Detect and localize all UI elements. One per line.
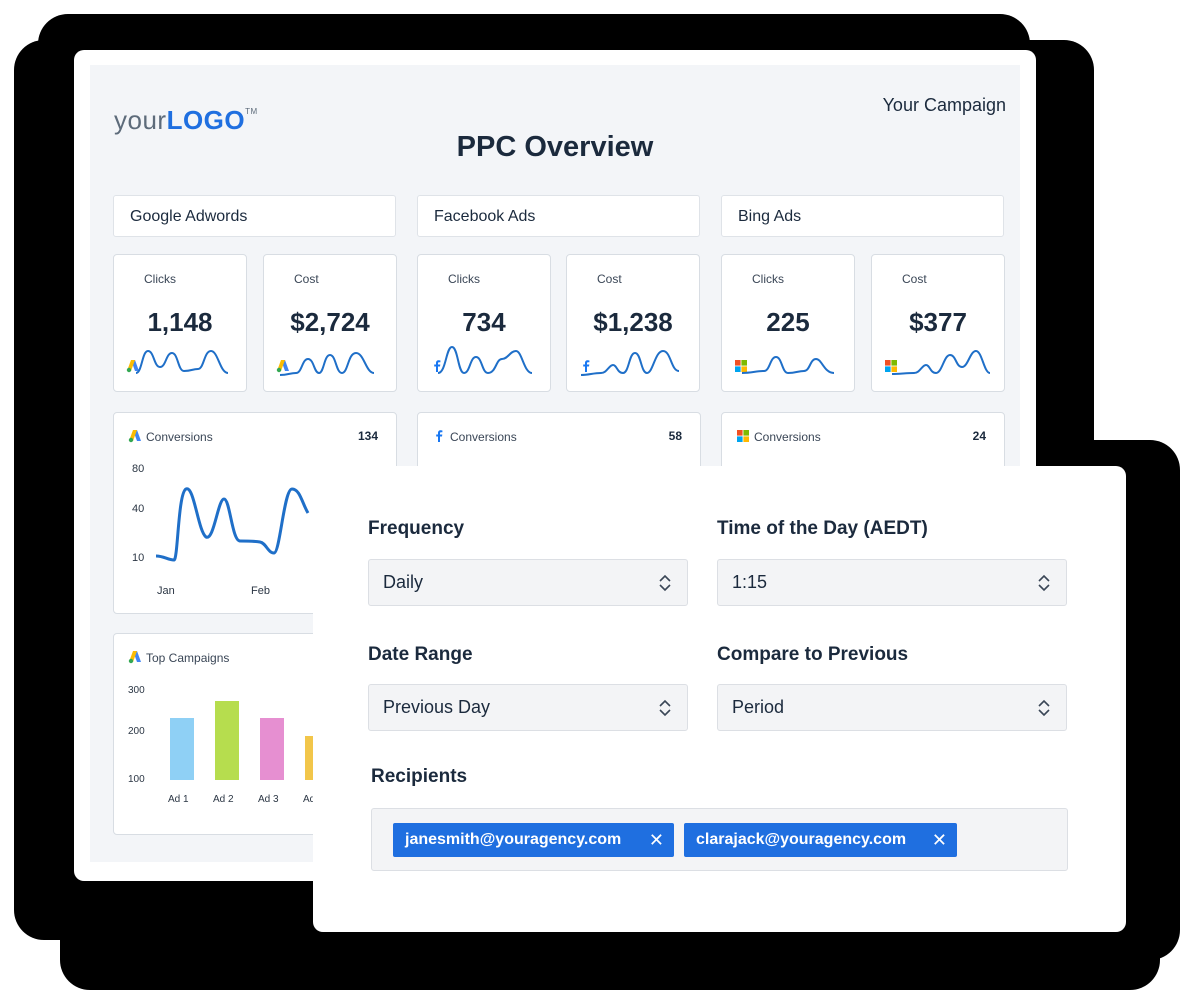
sparkline xyxy=(279,351,375,376)
y-tick-label: 80 xyxy=(132,463,145,475)
microsoft-icon xyxy=(734,271,748,372)
x-tick-label: Ad 1 xyxy=(168,794,189,805)
sparkline xyxy=(741,355,835,375)
campaign-name: Your Campaign xyxy=(882,95,1006,115)
recipient-email: clarajack@youragency.com xyxy=(696,831,907,848)
up-down-chevron-icon xyxy=(659,574,671,592)
kpi-card: Cost $377 xyxy=(871,254,1005,392)
bar xyxy=(170,718,194,780)
conversions-line-chart xyxy=(155,487,310,562)
remove-icon[interactable]: ✕ xyxy=(648,830,664,850)
x-tick-label: Feb xyxy=(251,585,270,597)
logo-brand: LOGO xyxy=(166,105,246,135)
date-range-value: Previous Day xyxy=(383,697,491,717)
top-campaigns-label: Top Campaigns xyxy=(146,651,230,665)
platform-bing-ads: Bing Ads xyxy=(721,195,1004,237)
sparkline xyxy=(135,349,229,374)
recipient-chip: janesmith@youragency.com ✕ xyxy=(393,823,674,857)
sparkline xyxy=(580,349,680,376)
y-tick-label: 40 xyxy=(132,503,145,515)
recipient-email: janesmith@youragency.com xyxy=(405,831,622,848)
kpi-card: Cost $1,238 xyxy=(566,254,700,392)
time-of-day-value: 1:15 xyxy=(732,572,768,592)
facebook-icon xyxy=(579,271,593,372)
conversions-count: 24 xyxy=(972,429,986,443)
google-ads-icon xyxy=(276,271,290,373)
time-of-day-select[interactable]: 1:15 xyxy=(717,559,1067,606)
frequency-value: Daily xyxy=(383,572,424,592)
logo: yourLOGOTM xyxy=(114,105,258,136)
kpi-label: Cost xyxy=(597,272,622,286)
compare-select[interactable]: Period xyxy=(717,684,1067,731)
conversions-label: Conversions xyxy=(450,430,517,444)
frequency-select[interactable]: Daily xyxy=(368,559,688,606)
conversions-count: 58 xyxy=(668,429,682,443)
platform-facebook-ads: Facebook Ads xyxy=(417,195,700,237)
up-down-chevron-icon xyxy=(1038,574,1050,592)
kpi-value: 1,148 xyxy=(147,307,213,337)
google-ads-icon xyxy=(126,271,140,373)
y-tick-label: 200 xyxy=(128,726,145,737)
kpi-value: $1,238 xyxy=(593,307,673,337)
schedule-settings-panel: Frequency Daily Time of the Day (AEDT) 1… xyxy=(313,466,1126,932)
y-tick-label: 100 xyxy=(128,774,145,785)
y-tick-label: 10 xyxy=(132,552,145,564)
kpi-label: Clicks xyxy=(448,272,480,286)
kpi-card: Clicks 1,148 xyxy=(113,254,247,392)
kpi-label: Cost xyxy=(294,272,319,286)
platform-google-adwords: Google Adwords xyxy=(113,195,396,237)
kpi-card: Clicks 734 xyxy=(417,254,551,392)
x-tick-label: Jan xyxy=(157,585,175,597)
remove-icon[interactable]: ✕ xyxy=(931,830,947,850)
compare-label: Compare to Previous xyxy=(717,644,909,665)
logo-tm: TM xyxy=(245,107,258,116)
bar xyxy=(260,718,284,780)
kpi-label: Clicks xyxy=(752,272,784,286)
google-ads-icon xyxy=(128,429,142,443)
date-range-select[interactable]: Previous Day xyxy=(368,684,688,731)
microsoft-icon xyxy=(736,429,750,443)
compare-value: Period xyxy=(732,697,785,717)
kpi-value: $377 xyxy=(909,307,967,337)
kpi-label: Cost xyxy=(902,272,927,286)
facebook-icon xyxy=(432,429,446,443)
recipients-input[interactable]: janesmith@youragency.com ✕ clarajack@you… xyxy=(371,808,1068,871)
sparkline xyxy=(437,345,533,375)
x-tick-label: Ad 3 xyxy=(258,794,279,805)
x-tick-label: Ad 2 xyxy=(213,794,234,805)
logo-prefix: your xyxy=(114,105,167,135)
frequency-label: Frequency xyxy=(368,518,465,539)
facebook-icon xyxy=(430,271,444,372)
date-range-label: Date Range xyxy=(368,644,473,665)
kpi-label: Clicks xyxy=(144,272,176,286)
y-tick-label: 300 xyxy=(128,685,145,696)
recipients-label: Recipients xyxy=(371,766,468,787)
conversions-count: 134 xyxy=(357,429,378,443)
kpi-card: Clicks 225 xyxy=(721,254,855,392)
report-title: PPC Overview xyxy=(456,131,654,163)
conversions-label: Conversions xyxy=(754,430,821,444)
google-ads-icon xyxy=(128,650,142,664)
up-down-chevron-icon xyxy=(1038,699,1050,717)
time-of-day-label: Time of the Day (AEDT) xyxy=(717,518,928,539)
up-down-chevron-icon xyxy=(659,699,671,717)
kpi-value: 225 xyxy=(766,307,810,337)
bar xyxy=(215,700,239,780)
kpi-card: Cost $2,724 xyxy=(263,254,397,392)
microsoft-icon xyxy=(884,271,898,372)
conversions-label: Conversions xyxy=(146,430,213,444)
recipient-chip: clarajack@youragency.com ✕ xyxy=(684,823,957,857)
kpi-value: $2,724 xyxy=(290,307,370,337)
sparkline xyxy=(891,349,991,375)
x-tick-label: Ad xyxy=(303,794,316,805)
kpi-value: 734 xyxy=(462,307,506,337)
